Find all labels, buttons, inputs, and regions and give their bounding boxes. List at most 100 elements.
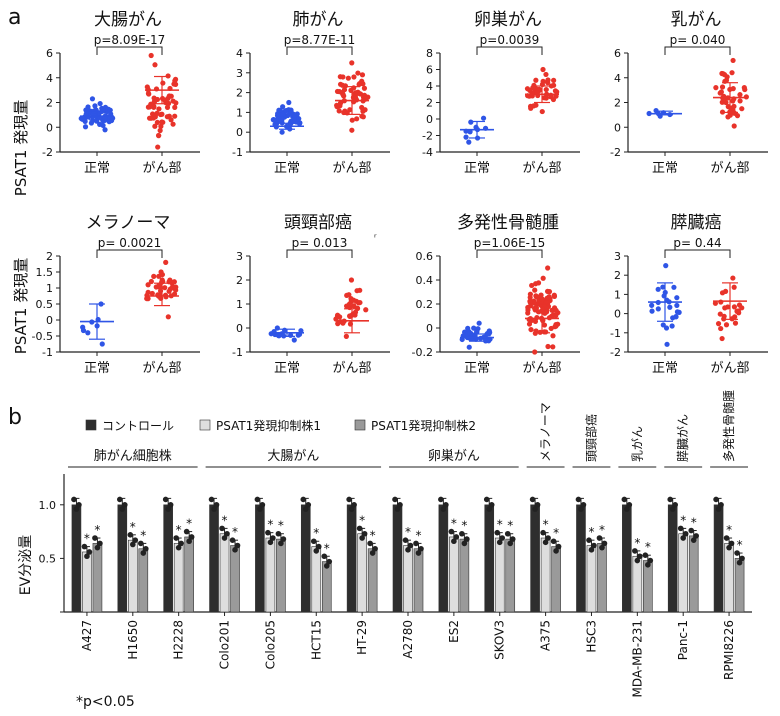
replicate-point [726,544,732,551]
data-point [528,326,534,333]
replicate-point [645,562,651,568]
replicate-point [221,535,228,541]
x-tick-label: がん部 [142,361,181,376]
replicate-point [305,502,312,508]
y-tick-label: 2 [46,250,53,263]
bar [678,533,689,613]
data-point [533,293,539,299]
bar [82,551,92,613]
data-point [663,263,669,269]
data-point [543,86,549,93]
significance-star: * [232,525,238,539]
p-value-label: p= 0.040 [670,33,726,47]
significance-star: * [634,536,640,550]
data-point [545,343,551,350]
data-point [286,99,292,106]
data-point [731,284,737,290]
data-point [722,288,729,294]
data-point [100,122,106,129]
replicate-point [599,544,605,551]
data-point [363,307,369,313]
bar [184,536,194,613]
x-tick-label: 正常 [84,161,110,176]
data-point [741,84,747,91]
data-point [291,337,297,343]
data-point [737,92,743,98]
bar [255,504,265,613]
significance-bracket [476,249,543,258]
data-point [170,98,176,104]
replicate-point [81,543,88,550]
data-point [732,320,739,326]
scatter-chart-4: 乳がん -2 0 2 4 6 正常 がん部 p= 0.040 [610,10,768,176]
data-point [551,77,557,83]
replicate-point [451,538,457,545]
bar [128,539,138,613]
data-point [715,321,722,327]
data-point [356,81,362,88]
legend-swatch [354,419,366,431]
replicate-point [394,506,401,512]
group-label: 頭頸部癌 [583,414,598,462]
significance-star: * [680,513,686,527]
data-point [172,113,178,119]
data-point [167,277,173,283]
replicate-point [127,532,134,538]
x-tick-label: ES2 [447,620,461,643]
x-tick-label: がん部 [332,161,371,176]
data-point [146,91,152,97]
data-point [160,80,166,86]
y-tick-label: 0.5 [36,298,54,311]
data-point [739,305,745,311]
replicate-point [219,525,225,532]
data-point [164,104,171,110]
significance-star: * [507,519,513,533]
data-point [731,304,738,310]
replicate-point [402,537,409,543]
y-tick-label: 2 [426,97,433,110]
data-point [553,313,559,319]
bar [530,504,540,613]
scatter-chart-3: 卵巣がん -4 -2 0 2 4 6 8 正常 がん部 p=0.0039 [422,10,580,176]
data-point [543,71,549,78]
data-point [660,322,666,328]
significance-star: * [726,523,732,537]
data-point [718,325,724,332]
y-tick-label: 4 [46,72,53,85]
replicate-point [488,502,495,508]
replicate-point [637,553,643,560]
y-tick-label: 2 [614,269,621,282]
data-point [543,95,549,101]
data-point [717,90,723,96]
significance-bracket [664,46,731,55]
data-point [551,292,557,298]
replicate-point [494,529,501,536]
bar [505,538,516,613]
data-point [487,329,493,336]
data-point [474,329,480,335]
bar [71,504,82,613]
data-point [358,91,364,97]
y-tick-label: 0.6 [416,250,434,263]
replicate-point [499,535,506,541]
data-point [167,286,174,292]
data-point [349,60,355,66]
replicate-point [76,502,82,508]
y-tick-label: 6 [614,47,621,60]
replicate-point [270,535,276,541]
group-label: 卵巣がん [428,449,480,464]
replicate-point [407,542,414,549]
data-point [357,299,363,306]
replicate-point [359,535,365,541]
replicate-point [440,506,447,512]
replicate-point [739,555,745,562]
x-tick-label: HCT15 [309,620,323,660]
bar [92,543,103,613]
bar [265,537,276,613]
data-point [334,102,340,109]
x-tick-label: MDA-MB-231 [630,620,644,697]
x-tick-label: A2780 [401,620,415,659]
data-point [655,306,661,312]
bar [540,537,551,613]
group-label: メラノーマ [539,402,553,462]
